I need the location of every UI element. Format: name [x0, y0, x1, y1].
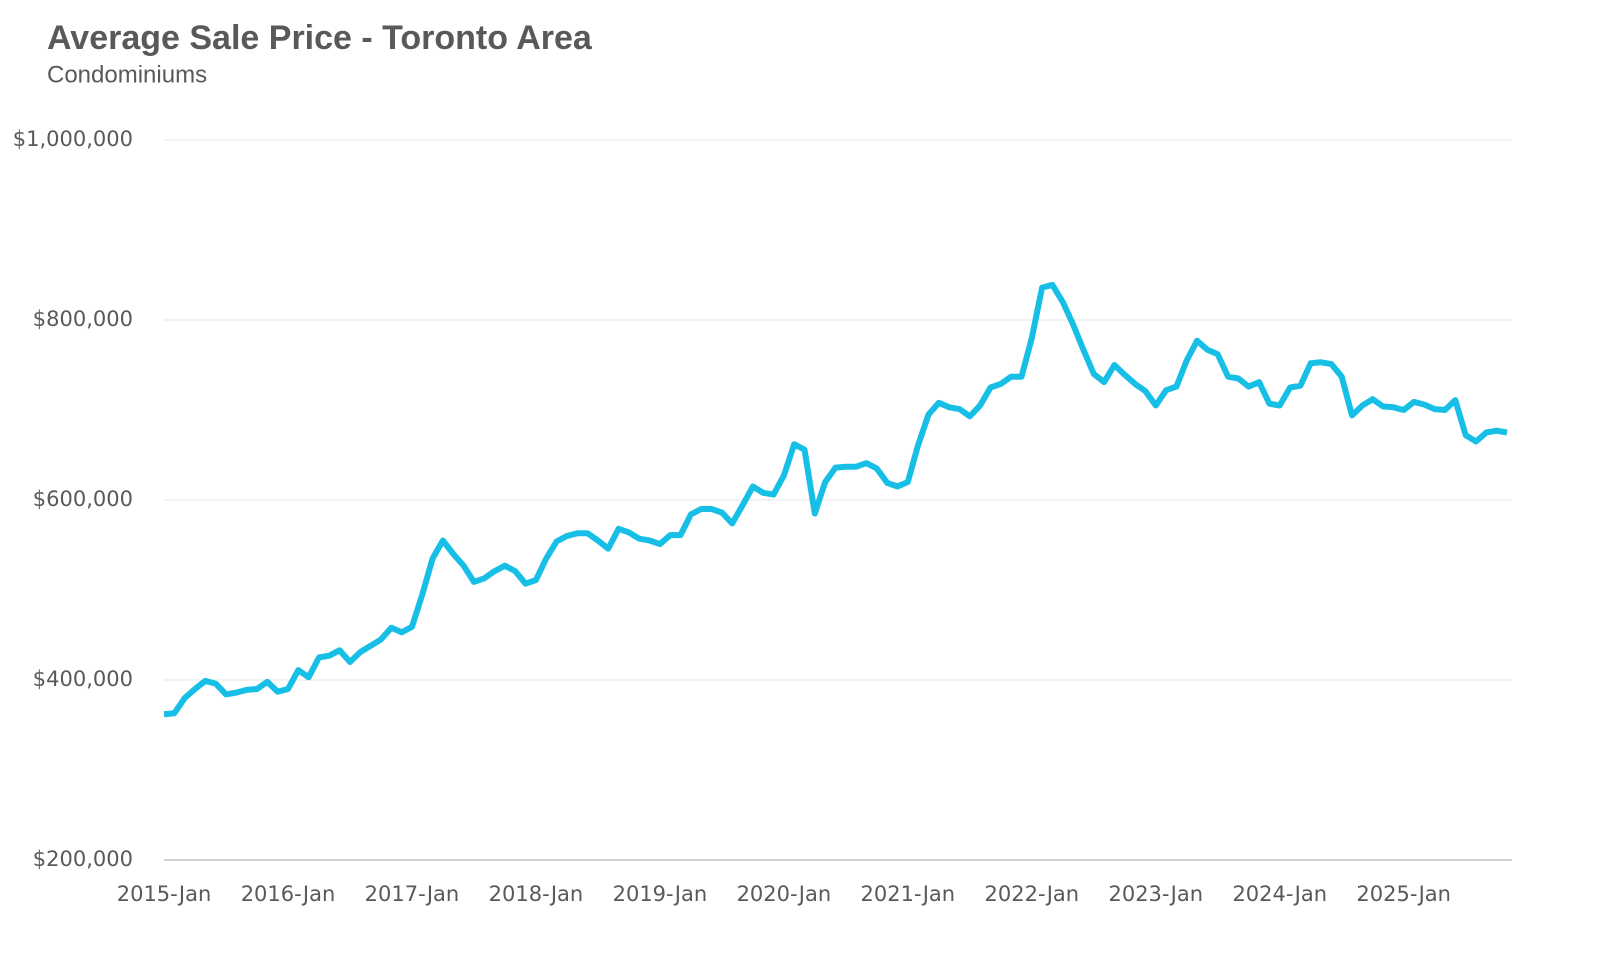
x-tick-label: 2025-Jan: [1356, 882, 1451, 906]
y-tick-label: $400,000: [33, 667, 133, 691]
x-tick-label: 2021-Jan: [861, 882, 956, 906]
y-tick-label: $600,000: [33, 487, 133, 511]
chart-title: Average Sale Price - Toronto Area: [47, 19, 593, 57]
x-tick-label: 2018-Jan: [489, 882, 584, 906]
x-tick-label: 2019-Jan: [613, 882, 708, 906]
y-tick-label: $200,000: [33, 847, 133, 871]
chart-subtitle: Condominiums: [47, 61, 207, 88]
x-tick-label: 2016-Jan: [241, 882, 336, 906]
y-tick-label: $800,000: [33, 307, 133, 331]
x-tick-label: 2015-Jan: [117, 882, 212, 906]
x-tick-label: 2022-Jan: [985, 882, 1080, 906]
line-series: [163, 281, 1508, 718]
x-tick-label: 2023-Jan: [1108, 882, 1203, 906]
x-tick-label: 2020-Jan: [737, 882, 832, 906]
x-tick-label: 2024-Jan: [1232, 882, 1327, 906]
x-tick-label: 2017-Jan: [365, 882, 460, 906]
y-tick-label: $1,000,000: [13, 127, 133, 151]
